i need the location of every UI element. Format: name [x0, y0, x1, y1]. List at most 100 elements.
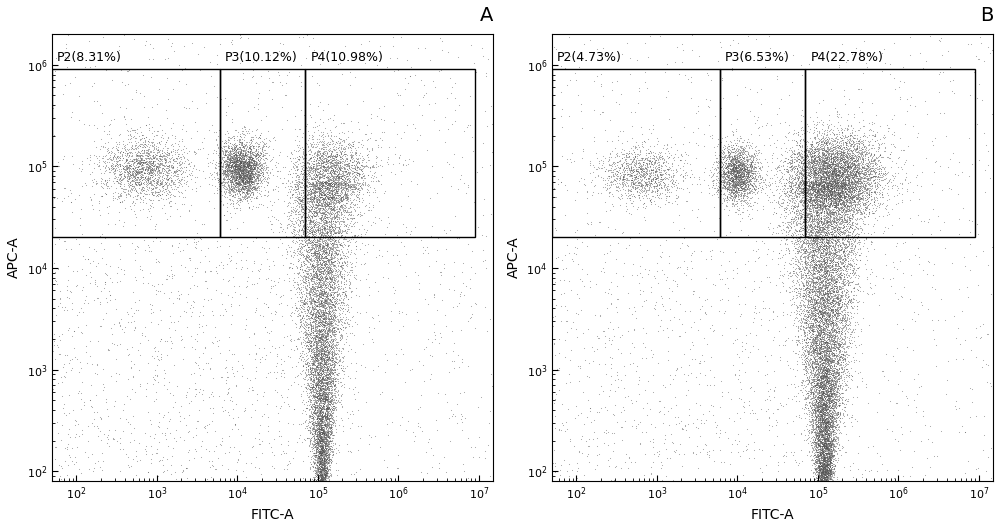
Point — [649, 180, 665, 189]
Point — [333, 279, 349, 287]
Point — [321, 404, 337, 413]
Point — [822, 278, 838, 287]
Point — [812, 217, 828, 225]
Point — [750, 167, 766, 176]
Point — [811, 242, 827, 250]
Point — [815, 384, 831, 393]
Point — [814, 460, 830, 468]
Point — [387, 149, 403, 158]
Point — [802, 202, 818, 210]
Point — [805, 236, 821, 245]
Point — [841, 178, 857, 187]
Point — [122, 171, 138, 179]
Point — [803, 154, 819, 163]
Point — [828, 209, 844, 217]
Point — [819, 181, 835, 189]
Point — [819, 168, 835, 176]
Point — [314, 157, 330, 166]
Point — [746, 437, 762, 446]
Point — [874, 200, 890, 208]
Point — [280, 170, 296, 179]
Point — [328, 374, 344, 382]
Point — [313, 144, 329, 152]
Point — [546, 399, 562, 407]
Point — [722, 176, 738, 185]
Point — [314, 403, 330, 411]
Point — [308, 332, 324, 340]
Point — [825, 286, 841, 294]
Point — [325, 143, 341, 151]
Point — [825, 163, 841, 171]
Point — [798, 217, 814, 226]
Point — [313, 381, 329, 390]
Point — [808, 455, 824, 463]
Point — [849, 156, 865, 165]
Point — [311, 221, 327, 230]
Point — [334, 263, 350, 272]
Point — [226, 165, 242, 173]
Point — [821, 209, 837, 218]
Point — [720, 190, 736, 198]
Point — [293, 419, 309, 428]
Point — [329, 176, 345, 185]
Point — [323, 150, 339, 159]
Point — [581, 359, 597, 367]
Point — [324, 264, 340, 273]
Point — [810, 313, 826, 321]
Point — [307, 327, 323, 336]
Point — [740, 167, 756, 175]
Point — [823, 272, 839, 281]
Point — [810, 411, 826, 419]
Point — [812, 247, 828, 255]
Point — [806, 449, 822, 457]
Point — [221, 180, 237, 189]
Point — [137, 41, 153, 50]
Point — [742, 409, 758, 417]
Point — [300, 312, 316, 320]
Point — [743, 167, 759, 176]
Point — [845, 184, 861, 192]
Point — [192, 234, 208, 242]
Point — [835, 350, 851, 359]
Point — [326, 156, 342, 165]
Point — [820, 291, 836, 299]
Point — [743, 141, 759, 150]
Point — [300, 320, 316, 329]
Point — [314, 426, 330, 434]
Point — [832, 401, 848, 409]
Point — [727, 171, 743, 180]
Point — [803, 179, 819, 187]
Point — [742, 177, 758, 186]
Point — [868, 164, 884, 172]
Point — [304, 285, 320, 293]
Point — [678, 377, 694, 386]
Point — [816, 262, 832, 271]
Point — [320, 209, 336, 217]
Point — [728, 172, 744, 181]
Point — [323, 251, 339, 260]
Point — [309, 316, 325, 324]
Point — [845, 169, 861, 177]
Point — [311, 399, 327, 407]
Point — [831, 370, 847, 378]
Point — [813, 335, 829, 343]
Point — [831, 159, 847, 167]
Point — [831, 263, 847, 272]
Point — [851, 195, 867, 203]
Point — [858, 150, 874, 158]
Point — [810, 147, 826, 155]
Point — [316, 340, 332, 348]
Point — [720, 195, 736, 204]
Point — [843, 178, 859, 186]
Point — [799, 199, 815, 207]
Point — [841, 175, 857, 183]
Point — [819, 181, 835, 190]
Point — [837, 448, 853, 456]
Point — [847, 231, 863, 239]
Point — [724, 196, 740, 204]
Point — [234, 153, 250, 161]
Point — [298, 53, 314, 62]
Point — [978, 360, 994, 369]
Point — [825, 300, 841, 309]
Point — [718, 178, 734, 186]
